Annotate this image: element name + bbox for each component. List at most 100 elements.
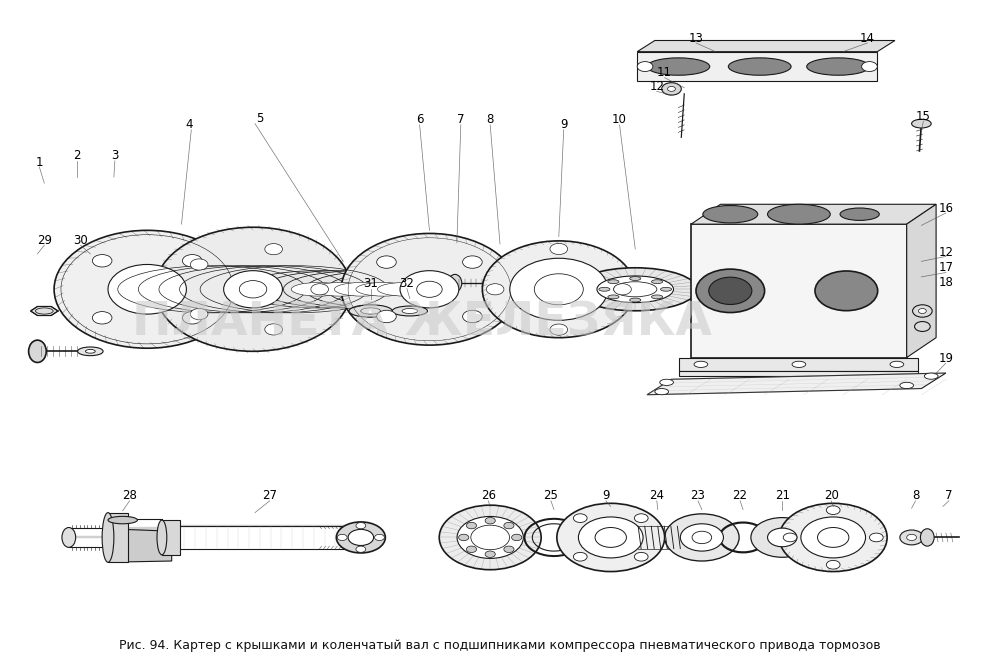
Ellipse shape [224, 271, 282, 308]
Text: 32: 32 [399, 277, 414, 290]
Ellipse shape [608, 280, 619, 284]
Text: 3: 3 [111, 149, 119, 162]
Text: 20: 20 [824, 489, 839, 502]
Text: 8: 8 [912, 489, 919, 502]
Ellipse shape [341, 526, 355, 548]
Ellipse shape [377, 256, 396, 268]
Ellipse shape [578, 517, 643, 558]
Polygon shape [31, 306, 58, 315]
Ellipse shape [550, 324, 568, 335]
Ellipse shape [341, 234, 518, 345]
Polygon shape [679, 371, 918, 376]
Ellipse shape [482, 241, 635, 338]
Ellipse shape [801, 517, 866, 558]
Ellipse shape [439, 505, 541, 570]
Text: 1: 1 [36, 156, 43, 168]
Ellipse shape [768, 528, 797, 546]
Ellipse shape [466, 546, 477, 552]
Text: ПЛАНЕТА ЖЕЛЕЗЯКА: ПЛАНЕТА ЖЕЛЕЗЯКА [132, 301, 712, 346]
Ellipse shape [920, 529, 934, 546]
Bar [637, 51, 877, 81]
Text: 10: 10 [612, 114, 627, 127]
Ellipse shape [466, 522, 477, 529]
Text: 8: 8 [487, 114, 494, 127]
Ellipse shape [510, 258, 608, 320]
Ellipse shape [807, 58, 869, 75]
Ellipse shape [915, 321, 930, 331]
Ellipse shape [108, 265, 186, 314]
Text: 9: 9 [560, 118, 567, 131]
Text: 6: 6 [416, 114, 423, 127]
Ellipse shape [779, 504, 887, 572]
Text: 27: 27 [262, 489, 277, 502]
Ellipse shape [614, 284, 631, 295]
Ellipse shape [349, 305, 392, 317]
Text: 31: 31 [363, 277, 378, 290]
Ellipse shape [92, 312, 112, 324]
Ellipse shape [573, 552, 587, 561]
Ellipse shape [334, 282, 389, 296]
Text: 13: 13 [689, 32, 703, 44]
Ellipse shape [918, 308, 926, 314]
Text: 29: 29 [37, 234, 52, 247]
Ellipse shape [815, 271, 878, 311]
Ellipse shape [862, 61, 877, 71]
Ellipse shape [728, 58, 791, 75]
Text: 12: 12 [938, 246, 953, 259]
Ellipse shape [102, 513, 114, 562]
Ellipse shape [652, 280, 663, 284]
Ellipse shape [709, 277, 752, 304]
Ellipse shape [634, 513, 648, 523]
Text: 16: 16 [938, 201, 953, 214]
Polygon shape [108, 529, 172, 562]
Text: 26: 26 [481, 489, 496, 502]
Ellipse shape [463, 256, 482, 268]
Text: 7: 7 [945, 489, 953, 502]
Ellipse shape [78, 347, 103, 356]
Ellipse shape [378, 282, 432, 296]
Text: 14: 14 [860, 32, 875, 44]
Ellipse shape [504, 546, 514, 552]
Ellipse shape [155, 227, 351, 351]
Text: 28: 28 [122, 489, 137, 502]
Ellipse shape [356, 282, 411, 296]
Ellipse shape [660, 379, 673, 385]
Polygon shape [691, 205, 936, 224]
Ellipse shape [637, 61, 653, 71]
Ellipse shape [392, 306, 427, 316]
Ellipse shape [459, 534, 469, 541]
Ellipse shape [913, 305, 932, 317]
Ellipse shape [900, 382, 914, 389]
Ellipse shape [108, 516, 137, 524]
Ellipse shape [630, 277, 641, 280]
Ellipse shape [550, 244, 568, 255]
Ellipse shape [595, 527, 626, 547]
Ellipse shape [608, 295, 619, 299]
Ellipse shape [356, 523, 366, 529]
Text: 9: 9 [602, 489, 610, 502]
Ellipse shape [361, 308, 380, 314]
Ellipse shape [661, 287, 672, 291]
Ellipse shape [486, 284, 504, 295]
Ellipse shape [703, 205, 758, 223]
Polygon shape [907, 205, 936, 358]
Ellipse shape [890, 361, 904, 368]
Ellipse shape [305, 271, 462, 308]
Ellipse shape [182, 255, 202, 267]
Ellipse shape [265, 244, 282, 255]
Ellipse shape [573, 513, 587, 523]
Ellipse shape [457, 517, 523, 558]
Ellipse shape [402, 308, 418, 314]
Ellipse shape [694, 361, 708, 368]
Ellipse shape [574, 268, 697, 311]
Ellipse shape [262, 271, 419, 308]
Bar [679, 358, 918, 371]
Ellipse shape [85, 349, 95, 353]
Ellipse shape [792, 361, 806, 368]
Ellipse shape [311, 284, 328, 295]
Ellipse shape [751, 517, 814, 557]
Ellipse shape [489, 279, 511, 287]
Polygon shape [647, 373, 946, 395]
Ellipse shape [182, 312, 202, 324]
Ellipse shape [190, 308, 208, 319]
